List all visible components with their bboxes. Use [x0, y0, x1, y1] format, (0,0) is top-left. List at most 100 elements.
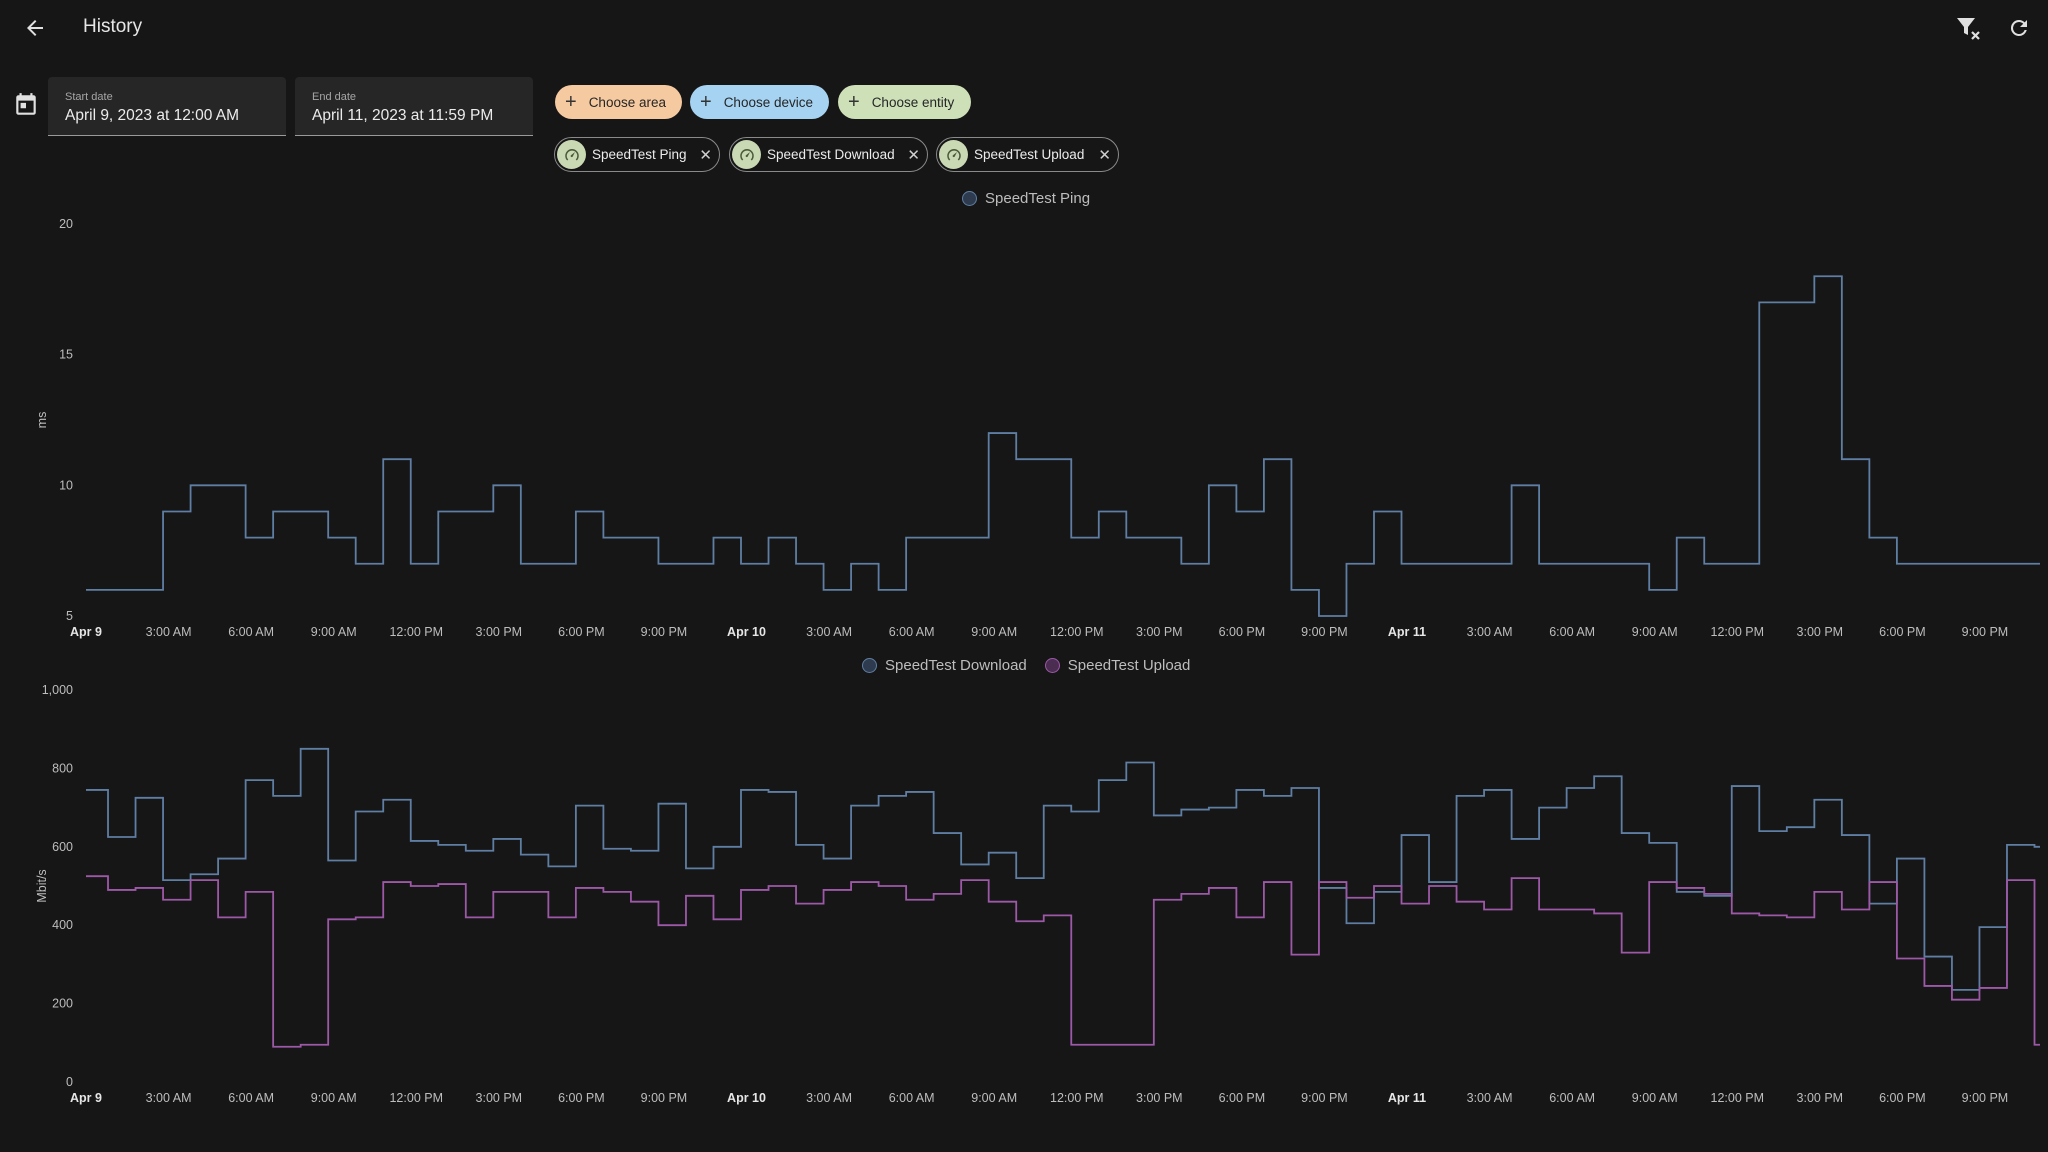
x-tick-label: 3:00 PM	[1797, 1091, 1844, 1105]
choose-area-button[interactable]: + Choose area	[555, 85, 682, 119]
x-tick-label: 9:00 PM	[1962, 1091, 2009, 1105]
page-title: History	[83, 16, 143, 37]
x-tick-label: 3:00 AM	[146, 1091, 192, 1105]
x-tick-label: 12:00 PM	[1050, 1091, 1104, 1105]
x-tick-label: 12:00 PM	[389, 1091, 443, 1105]
y-tick-label: 0	[66, 1075, 73, 1089]
ping-chart-legend: SpeedTest Ping	[962, 190, 1090, 207]
top-app-bar: History	[0, 0, 2048, 58]
x-tick-label: 9:00 PM	[641, 625, 688, 639]
end-date-field[interactable]: End date April 11, 2023 at 11:59 PM	[295, 77, 533, 136]
x-tick-label: 3:00 PM	[1797, 625, 1844, 639]
choose-device-button[interactable]: + Choose device	[690, 85, 829, 119]
x-tick-label: Apr 9	[70, 625, 102, 639]
speedometer-icon	[732, 140, 761, 169]
back-button[interactable]	[15, 8, 55, 48]
x-tick-label: 12:00 PM	[1050, 625, 1104, 639]
calendar-icon[interactable]	[13, 92, 39, 118]
plus-icon: +	[700, 91, 712, 113]
x-tick-label: Apr 9	[70, 1091, 102, 1105]
y-tick-label: 400	[52, 918, 73, 932]
clear-filter-button[interactable]	[1948, 8, 1988, 48]
x-tick-label: 9:00 AM	[311, 625, 357, 639]
x-tick-label: 9:00 AM	[1632, 1091, 1678, 1105]
remove-icon[interactable]: ✕	[907, 146, 920, 164]
series-line-speedtest-ping[interactable]	[86, 275, 2040, 617]
arrow-back-icon	[27, 20, 43, 36]
x-tick-label: Apr 11	[1388, 1091, 1426, 1105]
legend-swatch[interactable]	[1044, 658, 1060, 673]
y-tick-label: 20	[59, 217, 73, 231]
series-line-speedtest-download[interactable]	[86, 747, 2040, 991]
entity-chip-label: SpeedTest Ping	[592, 147, 687, 162]
x-tick-label: 9:00 AM	[971, 1091, 1017, 1105]
end-date-label: End date	[312, 91, 357, 103]
bandwidth-chart-legend: SpeedTest Download SpeedTest Upload	[862, 657, 1190, 674]
x-tick-label: 12:00 PM	[1711, 625, 1765, 639]
x-tick-label: 3:00 AM	[1467, 625, 1513, 639]
legend-swatch[interactable]	[862, 658, 877, 673]
end-date-value: April 11, 2023 at 11:59 PM	[312, 107, 494, 124]
x-tick-label: 3:00 AM	[806, 1091, 852, 1105]
x-tick-label: 3:00 PM	[476, 625, 523, 639]
x-tick-label: 3:00 PM	[1136, 1091, 1183, 1105]
x-tick-label: 6:00 PM	[1219, 1091, 1266, 1105]
x-tick-label: 9:00 AM	[971, 625, 1017, 639]
x-tick-label: 6:00 PM	[558, 1091, 605, 1105]
entity-chip-download[interactable]: SpeedTest Download ✕	[729, 137, 928, 172]
entity-chip-label: SpeedTest Download	[767, 147, 895, 162]
y-tick-label: 5	[66, 609, 73, 623]
x-tick-label: 3:00 AM	[146, 625, 192, 639]
y-tick-label: 800	[52, 761, 73, 775]
legend-label[interactable]: SpeedTest Ping	[985, 190, 1091, 207]
entity-chip-ping[interactable]: SpeedTest Ping ✕	[554, 137, 720, 172]
x-tick-label: 9:00 AM	[311, 1091, 357, 1105]
x-tick-label: 9:00 PM	[1301, 625, 1348, 639]
x-tick-label: 3:00 AM	[1467, 1091, 1513, 1105]
remove-icon[interactable]: ✕	[699, 146, 712, 164]
series-line-speedtest-upload[interactable]	[86, 875, 2040, 1048]
x-tick-label: 12:00 PM	[1711, 1091, 1765, 1105]
y-tick-label: 1,000	[42, 683, 73, 697]
y-tick-label: 15	[59, 348, 73, 362]
legend-swatch[interactable]	[962, 191, 977, 206]
x-tick-label: 6:00 PM	[1219, 625, 1266, 639]
x-tick-label: Apr 10	[727, 1091, 766, 1105]
x-tick-label: 9:00 AM	[1632, 625, 1678, 639]
x-tick-label: 3:00 AM	[806, 625, 852, 639]
x-tick-label: 6:00 PM	[1879, 1091, 1926, 1105]
legend-label[interactable]: SpeedTest Download	[885, 657, 1027, 674]
x-tick-label: Apr 10	[727, 625, 766, 639]
speedometer-icon	[939, 140, 968, 169]
legend-label[interactable]: SpeedTest Upload	[1067, 657, 1191, 674]
x-tick-label: 6:00 AM	[889, 1091, 935, 1105]
x-tick-label: 9:00 PM	[1301, 1091, 1348, 1105]
choose-area-label: Choose area	[588, 94, 666, 110]
start-date-value: April 9, 2023 at 12:00 AM	[65, 107, 240, 124]
y-tick-label: 200	[52, 997, 73, 1011]
choose-entity-button[interactable]: + Choose entity	[838, 85, 971, 119]
choose-entity-label: Choose entity	[871, 94, 955, 110]
x-tick-label: Apr 11	[1388, 625, 1426, 639]
y-axis-label: Mbit/s	[35, 869, 49, 902]
plus-icon: +	[565, 91, 577, 113]
remove-icon[interactable]: ✕	[1098, 146, 1111, 164]
x-tick-label: 6:00 AM	[1549, 625, 1595, 639]
entity-chip-upload[interactable]: SpeedTest Upload ✕	[936, 137, 1119, 172]
start-date-label: Start date	[65, 91, 113, 103]
speedometer-icon	[557, 140, 586, 169]
y-tick-label: 600	[52, 840, 73, 854]
x-tick-label: 3:00 PM	[1136, 625, 1183, 639]
x-tick-label: 6:00 PM	[1879, 625, 1926, 639]
x-tick-label: 6:00 AM	[228, 625, 274, 639]
x-tick-label: 6:00 AM	[889, 625, 935, 639]
plus-icon: +	[848, 91, 860, 113]
x-tick-label: 6:00 AM	[1549, 1091, 1595, 1105]
y-tick-label: 10	[59, 478, 73, 492]
start-date-field[interactable]: Start date April 9, 2023 at 12:00 AM	[48, 77, 286, 136]
x-tick-label: 3:00 PM	[476, 1091, 523, 1105]
x-tick-label: 9:00 PM	[1962, 625, 2009, 639]
entity-chip-label: SpeedTest Upload	[974, 147, 1085, 162]
